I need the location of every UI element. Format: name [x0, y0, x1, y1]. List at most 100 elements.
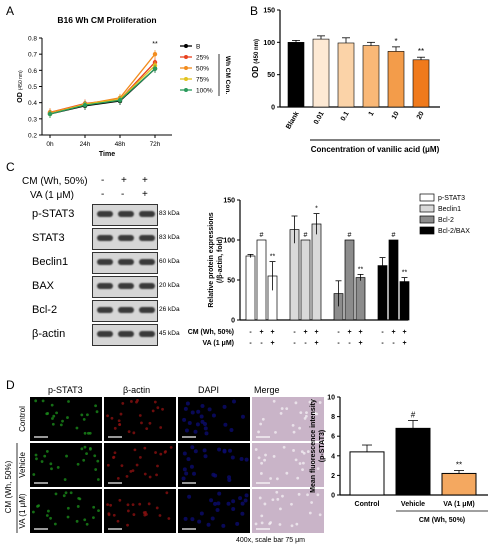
- micro-cell-dot: [292, 449, 295, 452]
- micro-col-pstat3: p-STAT3: [48, 385, 83, 395]
- micro-cell-dot: [281, 494, 284, 498]
- micro-cell-dot: [259, 472, 263, 475]
- micro-image: [104, 443, 176, 487]
- micro-cell-dot: [305, 411, 308, 415]
- micro-cell-dot: [264, 453, 267, 457]
- micro-cell-dot: [197, 519, 202, 524]
- micro-cell-dot: [243, 498, 248, 503]
- blot-lane-strip: [92, 252, 158, 274]
- micro-cell-dot: [75, 426, 79, 430]
- micro-cell-dot: [294, 458, 298, 462]
- micro-cell-dot: [302, 451, 306, 455]
- micro-cell-dot: [292, 430, 296, 434]
- micro-cell-dot: [254, 448, 258, 451]
- y-tick-label: 150: [223, 198, 235, 205]
- bar: [355, 277, 366, 321]
- micro-cell-dot: [89, 447, 92, 451]
- significance-mark: **: [402, 270, 408, 277]
- sign-label: -: [249, 329, 252, 336]
- micro-cell-dot: [272, 399, 276, 403]
- micro-cell: [104, 397, 176, 441]
- micro-cell-dot: [129, 469, 133, 473]
- micro-image: [104, 397, 176, 441]
- micro-cell-dot: [110, 416, 114, 420]
- bar: [312, 38, 330, 108]
- micro-image: [252, 443, 324, 487]
- micro-cell-dot: [45, 450, 49, 453]
- micro-cell-dot: [302, 461, 305, 465]
- micro-cell-dot: [92, 505, 96, 509]
- legend-side-label: Wh CM Con.: [224, 56, 231, 94]
- micro-cell-dot: [271, 498, 275, 502]
- micro-image: [30, 397, 102, 441]
- blot-size-label: 60 kDa: [159, 258, 180, 265]
- micro-cell-dot: [268, 522, 271, 526]
- micro-cell-dot: [304, 414, 308, 418]
- legend-label: Bcl-2: [438, 217, 454, 224]
- micro-cell-dot: [269, 477, 272, 480]
- y-tick-label: 50: [227, 278, 235, 285]
- sign-label: +: [270, 329, 274, 336]
- x-tick-label: 48h: [115, 141, 126, 148]
- micro-cell-dot: [125, 474, 129, 478]
- micro-cell-dot: [47, 509, 50, 513]
- micro-image: [104, 489, 176, 533]
- sign-label: -: [304, 340, 307, 347]
- micro-image: [252, 489, 324, 533]
- micro-cell-dot: [238, 496, 243, 501]
- micro-group-label: CM (Wh, 50%): [4, 460, 13, 513]
- micro-cell-dot: [163, 450, 167, 454]
- micro-cell-dot: [298, 426, 302, 430]
- micro-cell-dot: [291, 423, 295, 427]
- y-tick-label: 0: [231, 318, 235, 325]
- micro-row-label: Control: [18, 406, 27, 432]
- sign-label: -: [381, 329, 384, 336]
- blot-lane-strip: [92, 204, 158, 226]
- micro-cell-dot: [183, 406, 188, 411]
- micro-cell-dot: [223, 422, 228, 427]
- micro-cell-dot: [204, 431, 209, 436]
- micro-cell-dot: [279, 412, 283, 415]
- micro-cell-dot: [40, 460, 44, 463]
- micro-cell-dot: [261, 417, 265, 421]
- micro-cell-dot: [294, 401, 298, 405]
- x-axis-label: Concentration of vanilic acid (μM): [311, 145, 440, 154]
- blot-sign: -: [121, 189, 125, 200]
- micro-cell-dot: [148, 421, 152, 425]
- micro-cell-dot: [254, 522, 258, 526]
- blot-size-label: 45 kDa: [159, 330, 180, 337]
- significance-mark: #: [392, 232, 396, 239]
- micro-cell-dot: [95, 410, 99, 414]
- micro-cell-dot: [66, 515, 70, 519]
- blot-band: [97, 211, 113, 217]
- significance-mark: **: [418, 47, 424, 56]
- micro-cell-dot: [83, 518, 87, 522]
- micro-cell-dot: [240, 501, 245, 506]
- micro-cell-dot: [130, 400, 133, 403]
- micro-cell-dot: [85, 452, 88, 455]
- micro-cell-dot: [97, 509, 100, 513]
- blot-protein-label: Beclin1: [32, 256, 69, 268]
- micro-cell-dot: [76, 462, 80, 466]
- sign-label: -: [392, 340, 395, 347]
- y-tick-label: 6: [331, 434, 335, 441]
- sign-label: -: [293, 340, 296, 347]
- y-tick-label: 0.6: [28, 68, 37, 75]
- micro-cell-dot: [280, 407, 284, 410]
- micro-cell-dot: [217, 447, 222, 452]
- micro-col-bactin: β-actin: [123, 385, 151, 395]
- sign-label: -: [293, 329, 296, 336]
- blot-band: [97, 235, 113, 241]
- micro-cell-dot: [113, 451, 117, 455]
- micro-cell-dot: [64, 491, 68, 495]
- row-label-va: VA (1 μM): [202, 340, 234, 347]
- micro-cell-dot: [184, 471, 189, 476]
- micro-cell-dot: [118, 498, 122, 502]
- blot-protein-label: STAT3: [32, 232, 65, 244]
- y-axis-label: Relative protein expressions: [208, 212, 215, 307]
- micro-cell-dot: [155, 473, 158, 477]
- bar: [311, 223, 322, 321]
- micro-cell-dot: [192, 471, 197, 476]
- micro-cell-dot: [153, 400, 157, 404]
- micro-cell: [30, 489, 102, 533]
